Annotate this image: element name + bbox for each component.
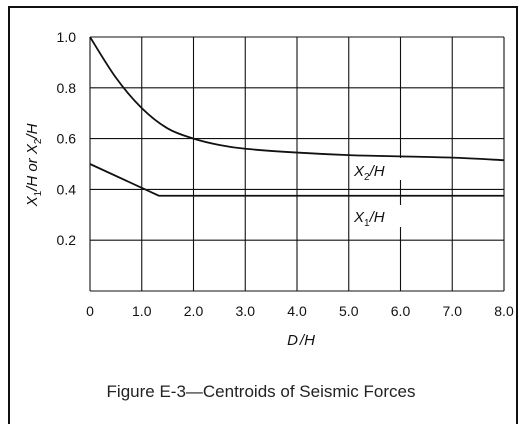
y-axis-label: X1/H or X2/H: [24, 123, 44, 207]
y-tick-label: 1.0: [57, 29, 77, 45]
label-x2: X2/H: [350, 158, 402, 183]
y-tick-label: 0.2: [57, 232, 77, 248]
svg-text:X1/H: X1/H: [353, 209, 385, 229]
x-tick-label: 0: [86, 303, 94, 319]
y-tick-label: 0.8: [57, 80, 77, 96]
svg-text:X2/H: X2/H: [353, 163, 385, 183]
x-tick-label: 7.0: [443, 303, 463, 319]
chart: 0 1.0 2.0 3.0 4.0 5.0 6.0 7.0 8.0 1.0 0.8 0.6 0.4 0.2…: [24, 29, 514, 349]
figure-caption: Figure E-3—Centroids of Seismic Forces: [0, 382, 522, 402]
tick-labels: 0 1.0 2.0 3.0 4.0 5.0 6.0 7.0 8.0 1.0 0.8 0.6 0.4 0.2: [57, 29, 514, 319]
x-tick-label: 5.0: [339, 303, 359, 319]
y-tick-label: 0.4: [57, 181, 77, 197]
x-tick-label: 2.0: [184, 303, 204, 319]
label-x1: X1/H: [350, 205, 402, 229]
series-lines: [89, 36, 505, 197]
y-tick-label: 0.6: [57, 131, 77, 147]
grid: [89, 36, 505, 292]
series-x1-line: [89, 163, 504, 197]
x-tick-label: 8.0: [494, 303, 514, 319]
figure-frame: [8, 6, 518, 424]
x-tick-label: 3.0: [236, 303, 256, 319]
x-tick-label: 4.0: [287, 303, 307, 319]
x-tick-label: 6.0: [391, 303, 411, 319]
caption-text: Figure E-3—Centroids of Seismic Forces: [106, 382, 416, 401]
x-tick-label: 1.0: [132, 303, 152, 319]
x-axis-label: D/H: [287, 332, 315, 349]
series-x2-line: [89, 36, 505, 162]
